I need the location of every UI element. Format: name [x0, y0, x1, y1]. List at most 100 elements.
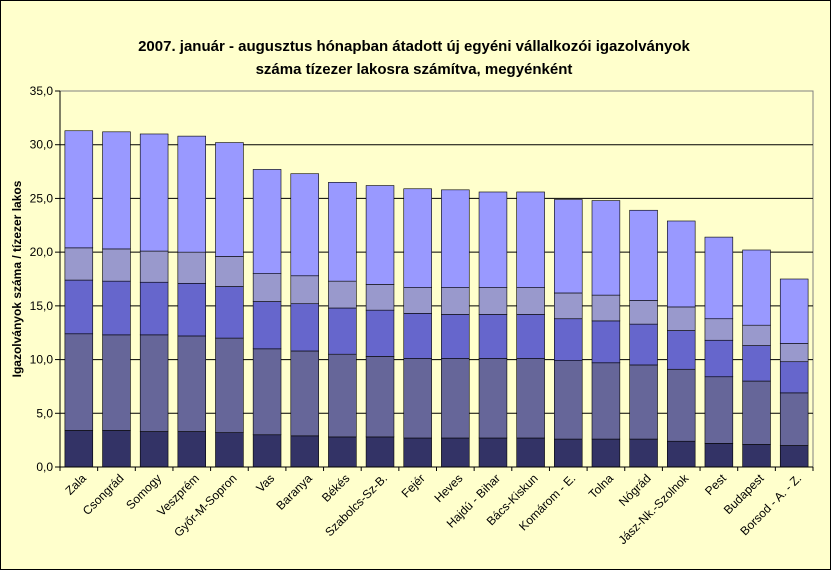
bar-segment	[64, 430, 94, 468]
bar-segment	[591, 362, 621, 440]
bar-segment	[215, 286, 244, 339]
x-tick-label: Pest	[702, 471, 729, 498]
bar-segment	[779, 361, 809, 394]
bar-segment	[290, 303, 319, 352]
bar-segment	[591, 294, 621, 322]
bar-segment	[478, 437, 508, 468]
bar-segment	[365, 356, 395, 438]
bar-segment	[666, 306, 696, 331]
x-tick-label: Vas	[253, 471, 277, 495]
bar-segment	[779, 445, 809, 468]
bar-segment	[441, 287, 470, 315]
bar-segment	[177, 251, 207, 284]
y-tick-label: 20,0	[30, 245, 54, 259]
bar-segment	[215, 142, 244, 257]
y-tick-label: 35,0	[30, 84, 54, 98]
bar-segment	[441, 358, 470, 439]
x-tick-label: Fejér	[399, 471, 428, 500]
bar-segment	[102, 430, 131, 468]
bar-segment	[102, 248, 131, 282]
bar-segment	[554, 318, 583, 361]
y-tick-label: 0,0	[36, 460, 53, 474]
bar-segment	[64, 247, 94, 281]
bar-segment	[704, 339, 734, 378]
bar-segment	[328, 436, 357, 468]
bar-segment	[290, 350, 319, 437]
y-tick-label: 10,0	[30, 353, 54, 367]
bar-segment	[403, 188, 432, 288]
bar-segment	[177, 135, 207, 253]
bar-segment	[139, 334, 169, 432]
bar-segment	[365, 436, 395, 468]
x-tick-label: Baranya	[273, 471, 315, 513]
bar-segment	[328, 353, 357, 438]
bar-segment	[629, 209, 658, 301]
x-tick-label: Jász-Nk.-Szolnok	[615, 471, 692, 548]
bar-segment	[64, 130, 94, 249]
x-tick-label: Heves	[431, 471, 465, 505]
bar-segment	[403, 313, 432, 359]
bar-segment	[177, 335, 207, 432]
bar-segment	[139, 281, 169, 336]
bar-segment	[64, 333, 94, 431]
bar-segment	[629, 300, 658, 325]
bar-segment	[252, 434, 282, 468]
bar-segment	[516, 191, 545, 288]
bar-segment	[215, 256, 244, 287]
bar-segment	[177, 282, 207, 337]
bars	[64, 130, 809, 468]
bar-segment	[516, 287, 545, 315]
bar-segment	[666, 440, 696, 468]
bar-segment	[139, 431, 169, 468]
bar-segment	[403, 358, 432, 439]
bar-segment	[177, 431, 207, 468]
bar-segment	[328, 182, 357, 282]
bar-segment	[779, 278, 809, 344]
bar-segment	[252, 301, 282, 350]
chart-title-line-2: száma tízezer lakosra számítva, megyénké…	[256, 61, 573, 78]
bar-segment	[704, 318, 734, 341]
x-tick-label: Zala	[63, 471, 90, 498]
bar-segment	[252, 169, 282, 274]
bar-segment	[478, 314, 508, 359]
y-axis-label: Igazolványok száma / tízezer lakos	[10, 180, 24, 377]
bar-segment	[215, 432, 244, 468]
bar-segment	[252, 348, 282, 436]
bar-segment	[516, 314, 545, 359]
bar-segment	[441, 189, 470, 288]
bar-segment	[704, 443, 734, 468]
bar-segment	[742, 444, 771, 468]
x-tick-label: Békés	[319, 471, 352, 504]
y-tick-label: 25,0	[30, 191, 54, 205]
bar-segment	[591, 438, 621, 468]
bar-segment	[478, 287, 508, 315]
x-tick-label: Tolna	[586, 471, 616, 501]
bar-segment	[328, 307, 357, 355]
bar-segment	[290, 435, 319, 468]
bar-segment	[554, 360, 583, 440]
bar-segment	[328, 280, 357, 309]
bar-segment	[516, 358, 545, 439]
bar-segment	[554, 199, 583, 294]
bar-segment	[742, 324, 771, 346]
bar-segment	[554, 438, 583, 468]
bar-segment	[365, 284, 395, 311]
bar-segment	[742, 249, 771, 326]
bar-segment	[666, 368, 696, 442]
bar-segment	[742, 345, 771, 382]
bar-segment	[252, 273, 282, 302]
bar-segment	[554, 292, 583, 320]
bar-segment	[403, 437, 432, 468]
bar-segment	[102, 280, 131, 336]
bar-segment	[139, 133, 169, 252]
chart-title-line-1: 2007. január - augusztus hónapban átadot…	[138, 38, 690, 55]
bar-segment	[290, 173, 319, 277]
bar-segment	[629, 323, 658, 366]
bar-segment	[629, 438, 658, 468]
y-tick-label: 5,0	[36, 406, 53, 420]
bar-segment	[478, 358, 508, 439]
bar-segment	[704, 236, 734, 320]
y-tick-label: 15,0	[30, 299, 54, 313]
bar-segment	[215, 337, 244, 433]
